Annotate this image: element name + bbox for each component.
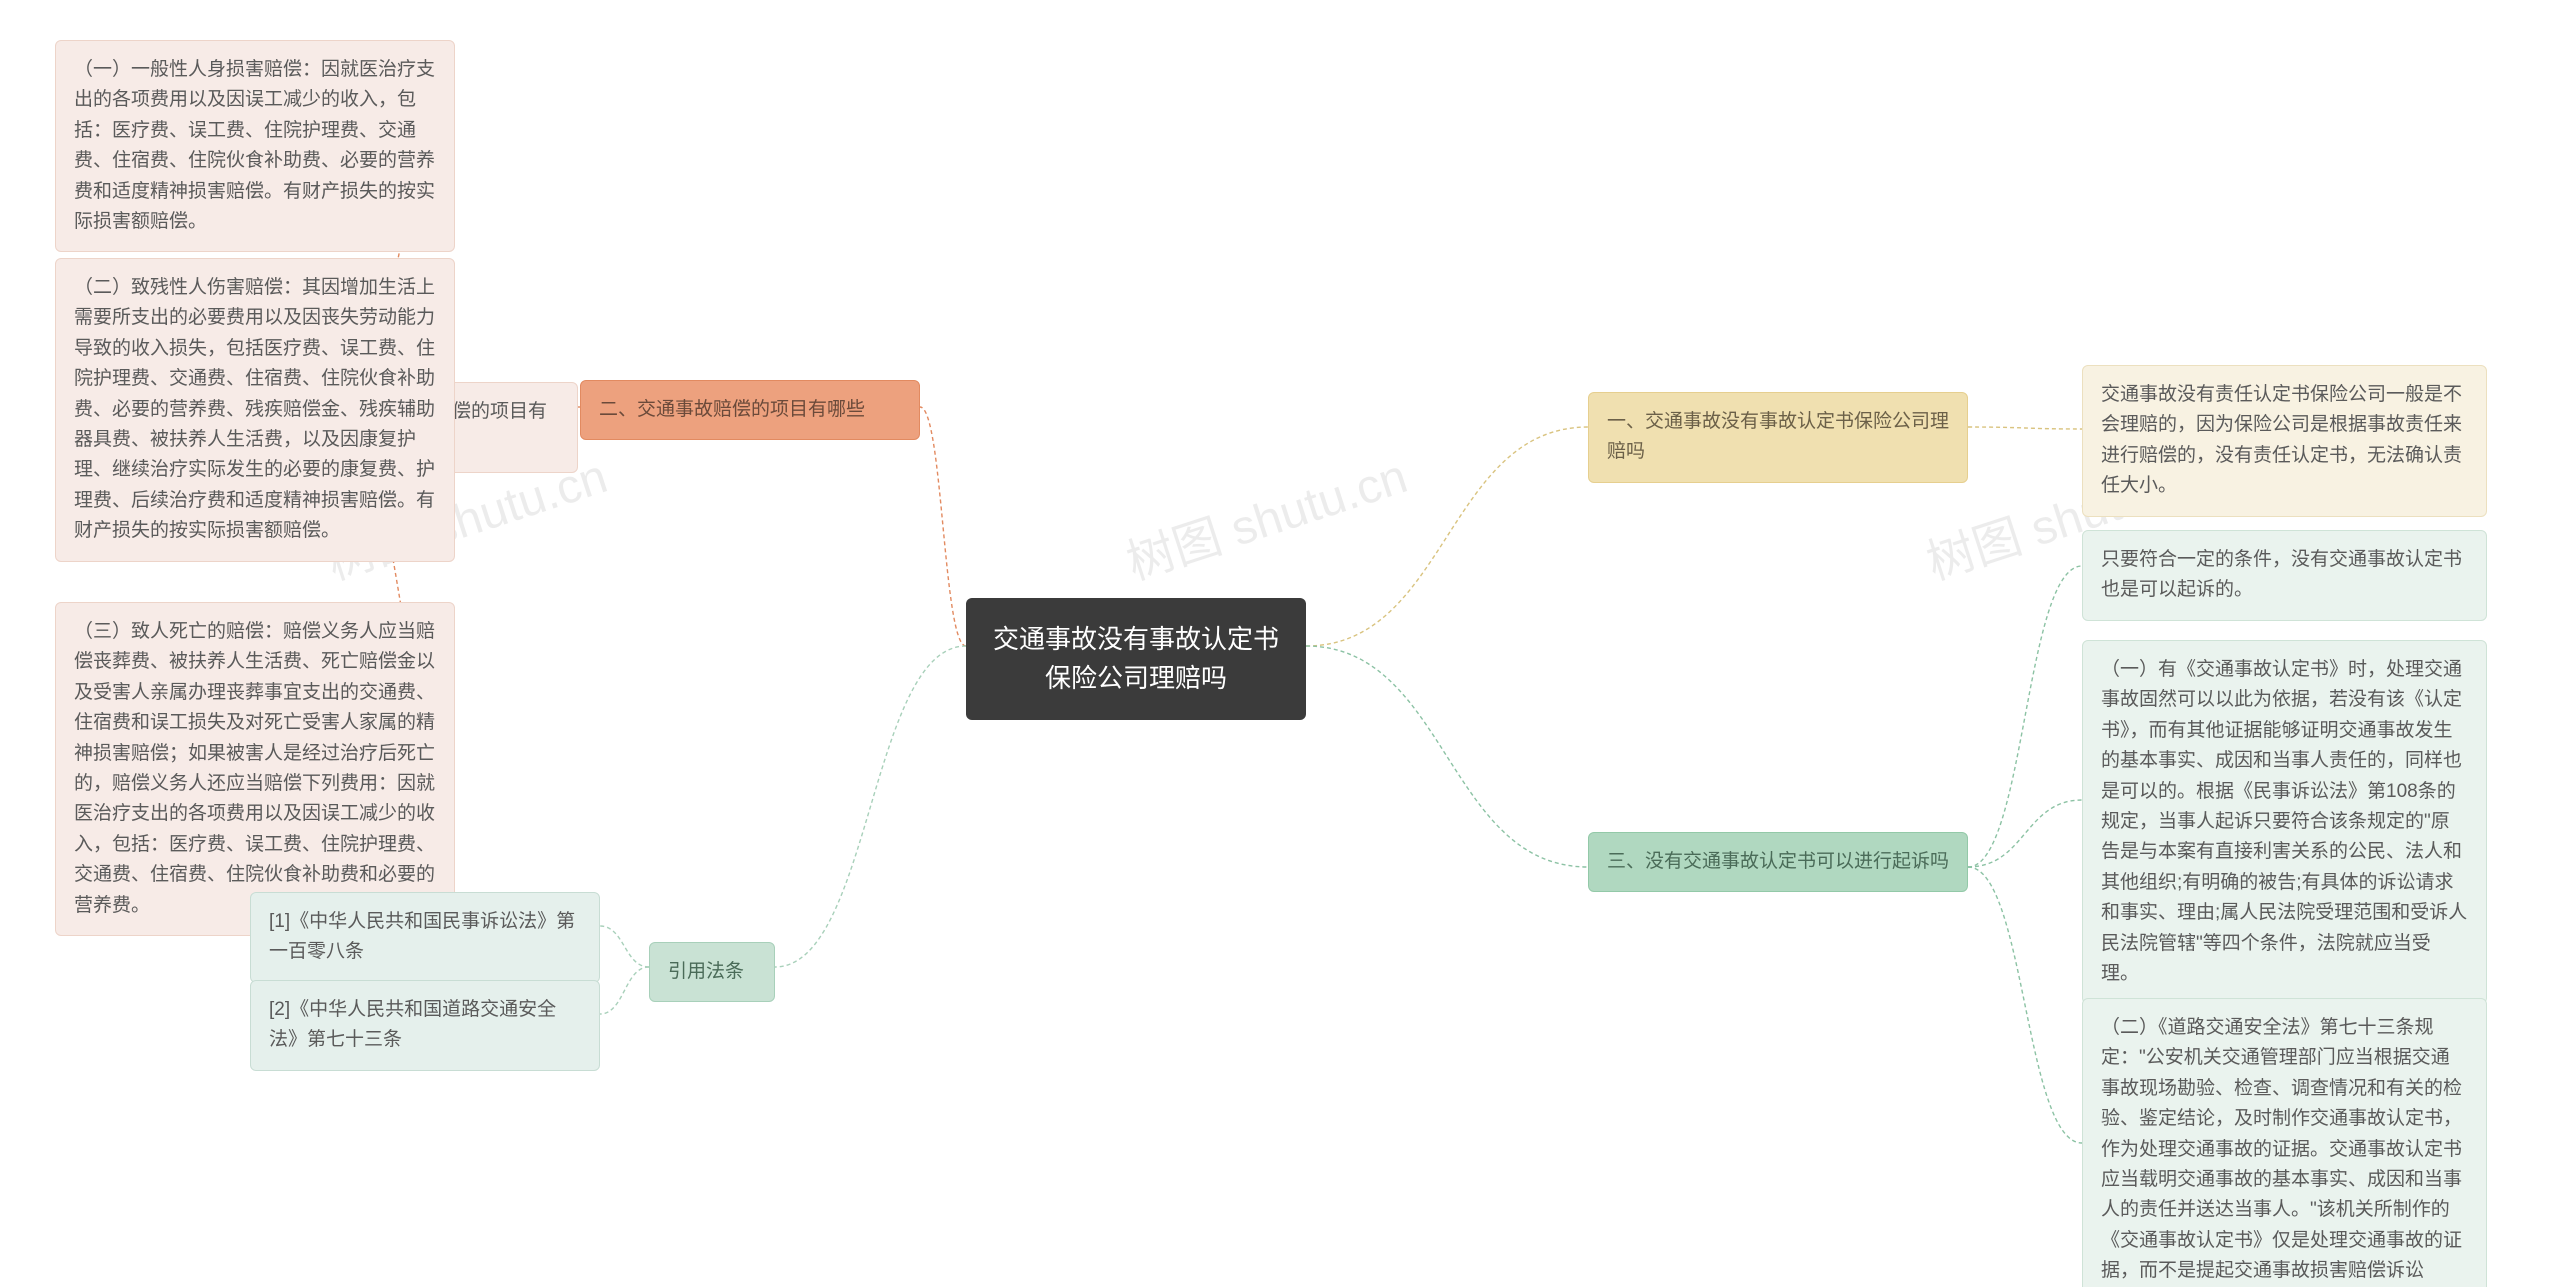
branch-node-b3[interactable]: 三、没有交通事故认定书可以进行起诉吗 <box>1588 832 1968 892</box>
branch-node-b2[interactable]: 二、交通事故赔偿的项目有哪些 <box>580 380 920 440</box>
leaf-b2-2[interactable]: （三）致人死亡的赔偿：赔偿义务人应当赔偿丧葬费、被扶养人生活费、死亡赔偿金以及受… <box>55 602 455 936</box>
leaf-b4-0[interactable]: [1]《中华人民共和国民事诉讼法》第一百零八条 <box>250 892 600 983</box>
leaf-b4-1[interactable]: [2]《中华人民共和国道路交通安全法》第七十三条 <box>250 980 600 1071</box>
leaf-b1-0[interactable]: 交通事故没有责任认定书保险公司一般是不会理赔的，因为保险公司是根据事故责任来进行… <box>2082 365 2487 517</box>
watermark: 树图 shutu.cn <box>1116 437 1414 593</box>
leaf-b3-0[interactable]: 只要符合一定的条件，没有交通事故认定书也是可以起诉的。 <box>2082 530 2487 621</box>
leaf-b2-1[interactable]: （二）致残性人伤害赔偿：其因增加生活上需要所支出的必要费用以及因丧失劳动能力导致… <box>55 258 455 562</box>
root-node[interactable]: 交通事故没有事故认定书保险公司理赔吗 <box>966 598 1306 720</box>
leaf-b3-2[interactable]: （二）《道路交通安全法》第七十三条规定："公安机关交通管理部门应当根据交通事故现… <box>2082 998 2487 1287</box>
branch-node-b1[interactable]: 一、交通事故没有事故认定书保险公司理赔吗 <box>1588 392 1968 483</box>
branch-node-b4[interactable]: 引用法条 <box>649 942 775 1002</box>
leaf-b3-1[interactable]: （一）有《交通事故认定书》时，处理交通事故固然可以以此为依据，若没有该《认定书》… <box>2082 640 2487 1004</box>
leaf-b2-0[interactable]: （一）一般性人身损害赔偿：因就医治疗支出的各项费用以及因误工减少的收入，包括：医… <box>55 40 455 252</box>
